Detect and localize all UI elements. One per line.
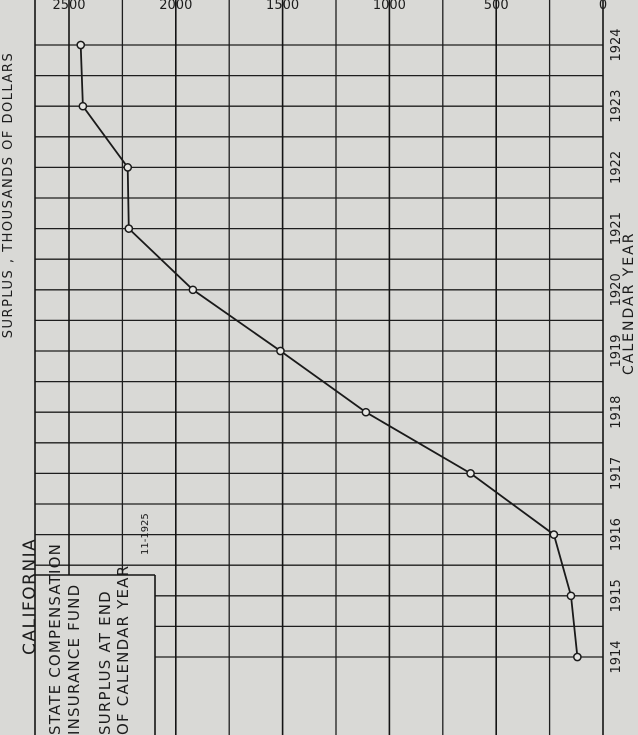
x-tick-1918: 1918 <box>609 396 624 429</box>
data-point-1916 <box>549 530 559 539</box>
y-axis-label: SURPLUS , THOUSANDS OF DOLLARS <box>1 52 16 338</box>
x-tick-1915: 1915 <box>609 579 624 612</box>
x-tick-1924: 1924 <box>609 28 624 61</box>
y-tick-2500: 2500 <box>52 0 85 13</box>
y-tick-1500: 1500 <box>266 0 299 13</box>
x-tick-1914: 1914 <box>609 640 624 673</box>
title-line-4: SURPLUS AT END <box>96 590 114 735</box>
y-tick-labels: 0 500 1000 1500 2000 2500 <box>52 0 607 13</box>
x-tick-1919: 1919 <box>609 334 624 367</box>
data-point-1919 <box>276 346 285 356</box>
title-line-1: CALIFORNIA <box>20 538 40 655</box>
x-tick-1916: 1916 <box>609 518 624 551</box>
title-block: CALIFORNIA STATE COMPENSATION INSURANCE … <box>20 513 151 735</box>
title-line-3: INSURANCE FUND <box>65 584 83 735</box>
data-point-1915 <box>566 591 576 601</box>
x-tick-1922: 1922 <box>609 151 624 184</box>
title-line-2: STATE COMPENSATION <box>46 543 64 735</box>
data-point-1917 <box>466 469 475 478</box>
x-tick-1923: 1923 <box>609 90 624 123</box>
x-tick-1921: 1921 <box>609 212 624 245</box>
date-note: 11-1925 <box>140 513 151 555</box>
y-tick-0: 0 <box>599 0 607 13</box>
x-tick-1917: 1917 <box>609 457 624 490</box>
y-tick-2000: 2000 <box>159 0 192 13</box>
x-axis-label: CALENDAR YEAR <box>621 232 637 375</box>
data-point-1920 <box>188 285 198 295</box>
data-point-1922 <box>123 163 133 172</box>
x-tick-1920: 1920 <box>609 273 624 306</box>
data-point-1924 <box>76 40 86 50</box>
series-group <box>76 40 582 662</box>
data-point-1918 <box>361 407 371 417</box>
data-point-1921 <box>124 224 134 233</box>
y-tick-500: 500 <box>484 0 509 13</box>
x-tick-labels: 1914 1915 1916 1917 1918 1919 1920 1921 1922 1923… <box>609 28 624 673</box>
data-point-1923 <box>78 101 88 111</box>
y-tick-1000: 1000 <box>373 0 406 13</box>
data-point-1914 <box>573 652 582 662</box>
title-line-5: OF CALENDAR YEAR <box>114 565 132 735</box>
